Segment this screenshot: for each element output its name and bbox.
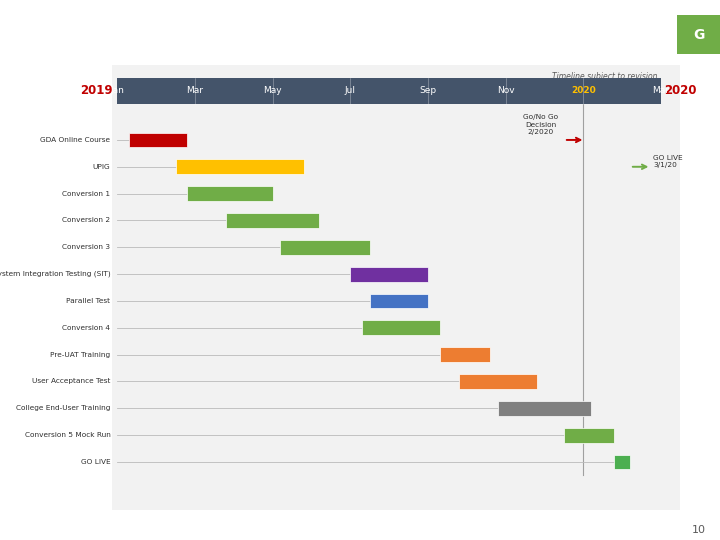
Text: Sep: Sep (420, 86, 436, 96)
Text: UPIG: UPIG (93, 164, 110, 170)
Text: 2020: 2020 (571, 86, 595, 96)
FancyBboxPatch shape (281, 240, 370, 255)
Text: 10: 10 (691, 525, 706, 535)
Text: May: May (264, 86, 282, 96)
Text: Jul: Jul (345, 86, 356, 96)
Text: G: G (693, 28, 704, 42)
FancyBboxPatch shape (351, 267, 428, 281)
FancyBboxPatch shape (370, 294, 428, 308)
Text: Mar: Mar (652, 86, 670, 96)
Text: Timeline subject to revision: Timeline subject to revision (552, 71, 657, 80)
FancyBboxPatch shape (614, 455, 630, 469)
Text: Nov: Nov (497, 86, 515, 96)
FancyBboxPatch shape (187, 186, 273, 201)
Text: 2019: 2019 (80, 84, 113, 97)
Bar (677, 15, 720, 55)
Text: Go/No Go
Decision
2/2020: Go/No Go Decision 2/2020 (523, 114, 558, 136)
Text: Conversion 4: Conversion 4 (63, 325, 110, 331)
Text: Deployment Group 3 Timeline (High Level Phases): Deployment Group 3 Timeline (High Level … (126, 27, 542, 42)
FancyBboxPatch shape (459, 374, 536, 389)
FancyBboxPatch shape (498, 401, 591, 416)
FancyBboxPatch shape (176, 159, 304, 174)
Text: System Integration Testing (SIT): System Integration Testing (SIT) (0, 271, 110, 278)
FancyBboxPatch shape (226, 213, 319, 228)
FancyBboxPatch shape (129, 132, 187, 147)
Text: Pre-UAT Training: Pre-UAT Training (50, 352, 110, 357)
Text: Jan: Jan (110, 86, 125, 96)
Text: Parallel Test: Parallel Test (66, 298, 110, 304)
FancyBboxPatch shape (440, 347, 490, 362)
Text: Conversion 5 Mock Run: Conversion 5 Mock Run (24, 432, 110, 438)
Text: GO LIVE
3/1/20: GO LIVE 3/1/20 (653, 154, 683, 168)
FancyBboxPatch shape (564, 428, 614, 443)
Text: GDA Online Course: GDA Online Course (40, 137, 110, 143)
Text: Mar: Mar (186, 86, 204, 96)
Text: Conversion 1: Conversion 1 (63, 191, 110, 197)
FancyBboxPatch shape (362, 320, 440, 335)
Text: 2020: 2020 (664, 84, 696, 97)
Text: GO LIVE: GO LIVE (81, 459, 110, 465)
Text: College End-User Training: College End-User Training (16, 406, 110, 411)
Bar (117, 78, 661, 104)
Text: Conversion 2: Conversion 2 (63, 218, 110, 224)
Text: User Acceptance Test: User Acceptance Test (32, 379, 110, 384)
Text: Conversion 3: Conversion 3 (63, 244, 110, 251)
Bar (646, 15, 677, 55)
